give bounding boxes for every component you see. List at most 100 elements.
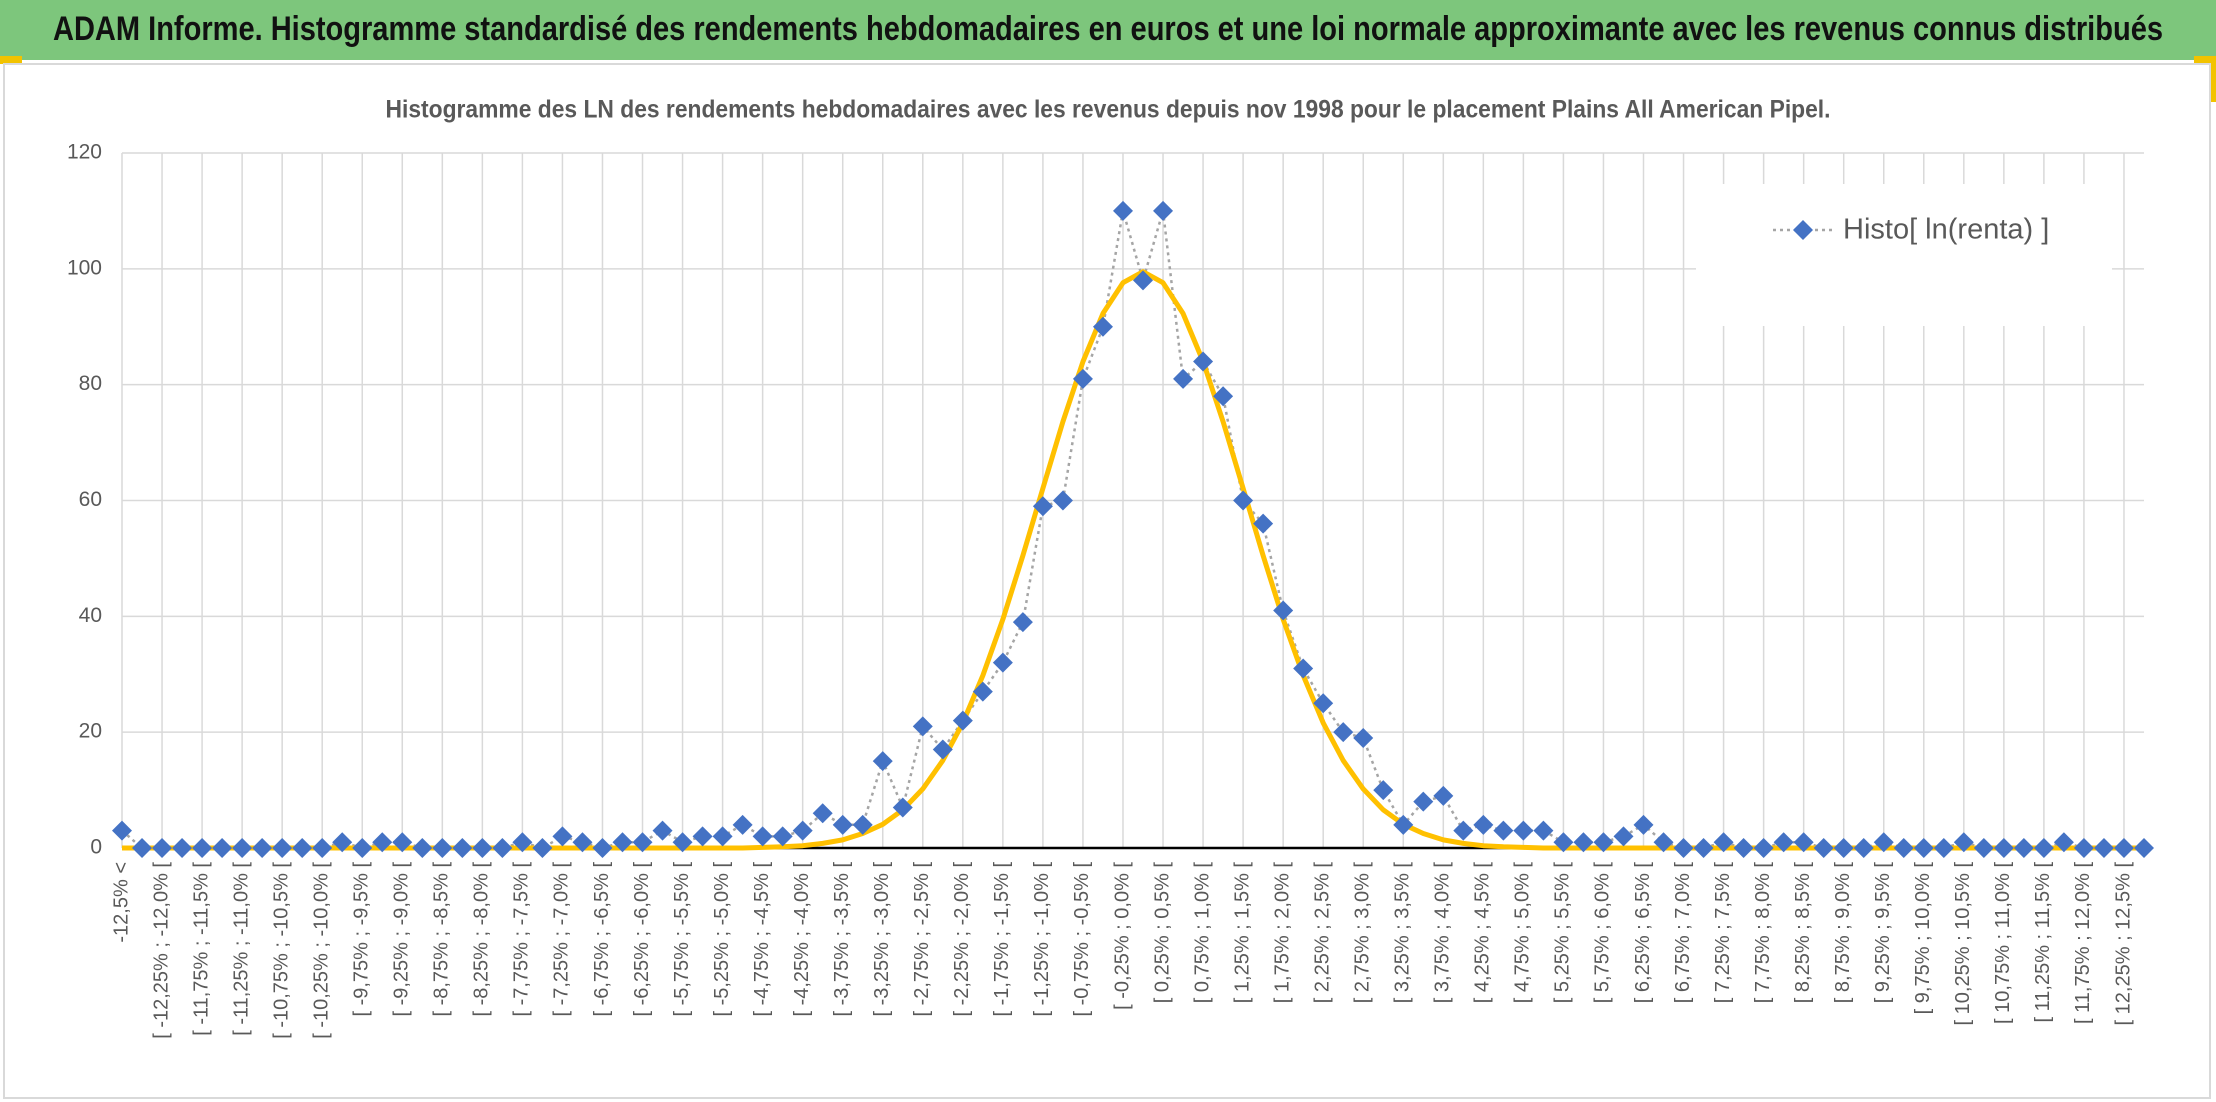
data-point: [1072, 368, 1093, 389]
data-point: [552, 826, 573, 847]
data-point: [692, 826, 713, 847]
x-tick-label: [ 8,75% ; 9,0% [: [1832, 862, 1854, 1004]
x-tick-label: [ -5,75% ; -5,5% [: [671, 862, 693, 1017]
data-point: [1733, 838, 1754, 858]
data-point: [1453, 820, 1474, 841]
x-tick-label: [ 9,75% ; 10,0% [: [1912, 862, 1934, 1015]
x-tick-label: [ 10,25% ; 10,5% [: [1952, 862, 1974, 1026]
data-point: [1233, 490, 1254, 511]
x-tick-label: [ 1,75% ; 2,0% [: [1271, 862, 1293, 1004]
data-point: [1633, 814, 1654, 835]
legend-marker: [1793, 220, 1813, 240]
data-point: [672, 832, 693, 853]
data-point: [1973, 838, 1994, 858]
x-tick-label: [ 6,25% ; 6,5% [: [1632, 862, 1654, 1004]
data-point: [1653, 832, 1674, 853]
data-point: [332, 832, 353, 853]
y-tick-label: 60: [79, 488, 102, 511]
data-point: [1853, 838, 1874, 858]
x-tick-label: [ -6,75% ; -6,5% [: [591, 862, 613, 1017]
data-point: [1333, 722, 1354, 743]
data-point: [292, 838, 313, 858]
data-point: [592, 838, 613, 858]
x-tick-label: [ -0,75% ; -0,5% [: [1071, 862, 1093, 1017]
data-point: [1833, 838, 1854, 858]
legend-label: Histo[ ln(renta) ]: [1843, 214, 2049, 246]
x-tick-label: [ -7,75% ; -7,5% [: [511, 862, 533, 1017]
x-tick-label: [ 2,75% ; 3,0% [: [1352, 862, 1374, 1004]
data-point: [632, 832, 653, 853]
data-point: [932, 739, 953, 760]
data-point: [232, 838, 253, 858]
x-tick-label: [ -4,75% ; -4,5% [: [751, 862, 773, 1017]
x-tick-label: [ -10,25% ; -10,0% [: [310, 862, 332, 1039]
data-point: [1673, 838, 1694, 858]
data-point: [1553, 832, 1574, 853]
data-point: [1173, 368, 1194, 389]
x-tick-label: [ 7,25% ; 7,5% [: [1712, 862, 1734, 1004]
data-point: [1493, 820, 1514, 841]
data-point: [1052, 490, 1073, 511]
data-point: [1593, 832, 1614, 853]
data-point: [1433, 785, 1454, 806]
x-tick-label: [ -8,25% ; -8,0% [: [471, 862, 493, 1017]
x-tick-label: [ 7,75% ; 8,0% [: [1752, 862, 1774, 1004]
data-point: [472, 838, 493, 858]
x-tick-label: -12,5% <: [110, 862, 132, 943]
data-point: [372, 832, 393, 853]
data-point: [1573, 832, 1594, 853]
x-tick-label: [ 4,25% ; 4,5% [: [1472, 862, 1494, 1004]
data-point: [1713, 832, 1734, 853]
data-point: [2073, 838, 2094, 858]
x-tick-label: [ -6,25% ; -6,0% [: [631, 862, 653, 1017]
data-point: [712, 826, 733, 847]
data-point: [432, 838, 453, 858]
data-point: [532, 838, 553, 858]
x-tick-label: [ -9,25% ; -9,0% [: [391, 862, 413, 1017]
data-point: [1413, 791, 1434, 812]
data-point: [1112, 200, 1133, 221]
x-tick-label: [ 2,25% ; 2,5% [: [1311, 862, 1333, 1004]
data-point: [1953, 832, 1974, 853]
data-point: [752, 826, 773, 847]
x-tick-label: [ 5,25% ; 5,5% [: [1552, 862, 1574, 1004]
corner: [0, 56, 22, 64]
data-point: [612, 832, 633, 853]
data-point: [1193, 351, 1214, 372]
y-tick-label: 80: [79, 372, 102, 395]
data-point: [512, 832, 533, 853]
data-point: [1373, 780, 1394, 801]
data-point: [492, 838, 513, 858]
x-tick-label: [ 0,25% ; 0,5% [: [1151, 862, 1173, 1004]
y-tick-label: 0: [90, 836, 102, 859]
data-point: [1092, 316, 1113, 337]
y-tick-label: 40: [79, 604, 102, 627]
x-tick-label: [ 10,75% ; 11,0% [: [1992, 862, 2014, 1024]
data-point: [152, 838, 173, 858]
data-point: [1153, 200, 1174, 221]
data-point: [852, 814, 873, 835]
x-tick-label: [ 3,25% ; 3,5% [: [1392, 862, 1414, 1004]
x-tick-label: [ -12,25% ; -12,0% [: [150, 862, 172, 1039]
data-point: [652, 820, 673, 841]
data-point: [2033, 838, 2054, 858]
x-tick-label: [ 6,75% ; 7,0% [: [1672, 862, 1694, 1004]
header-title: ADAM Informe. Histogramme standardisé de…: [53, 10, 2163, 48]
data-point: [112, 820, 132, 841]
x-tick-label: [ -11,25% ; -11,0% [: [230, 862, 252, 1036]
y-tick-label: 20: [79, 720, 102, 743]
data-point: [972, 681, 993, 702]
x-tick-label: [ 12,25% ; 12,5% [: [2112, 862, 2134, 1026]
data-point: [1393, 814, 1414, 835]
header-bar: [0, 0, 2216, 60]
data-point: [572, 832, 593, 853]
x-tick-label: [ 1,25% ; 1,5% [: [1231, 862, 1253, 1004]
x-tick-label: [ -1,25% ; -1,0% [: [1031, 862, 1053, 1017]
data-point: [1533, 820, 1554, 841]
data-point: [1133, 270, 1154, 291]
data-point: [1313, 693, 1334, 714]
data-point: [1473, 814, 1494, 835]
x-tick-label: [ -2,25% ; -2,0% [: [951, 862, 973, 1017]
y-tick-label: 120: [67, 141, 102, 164]
